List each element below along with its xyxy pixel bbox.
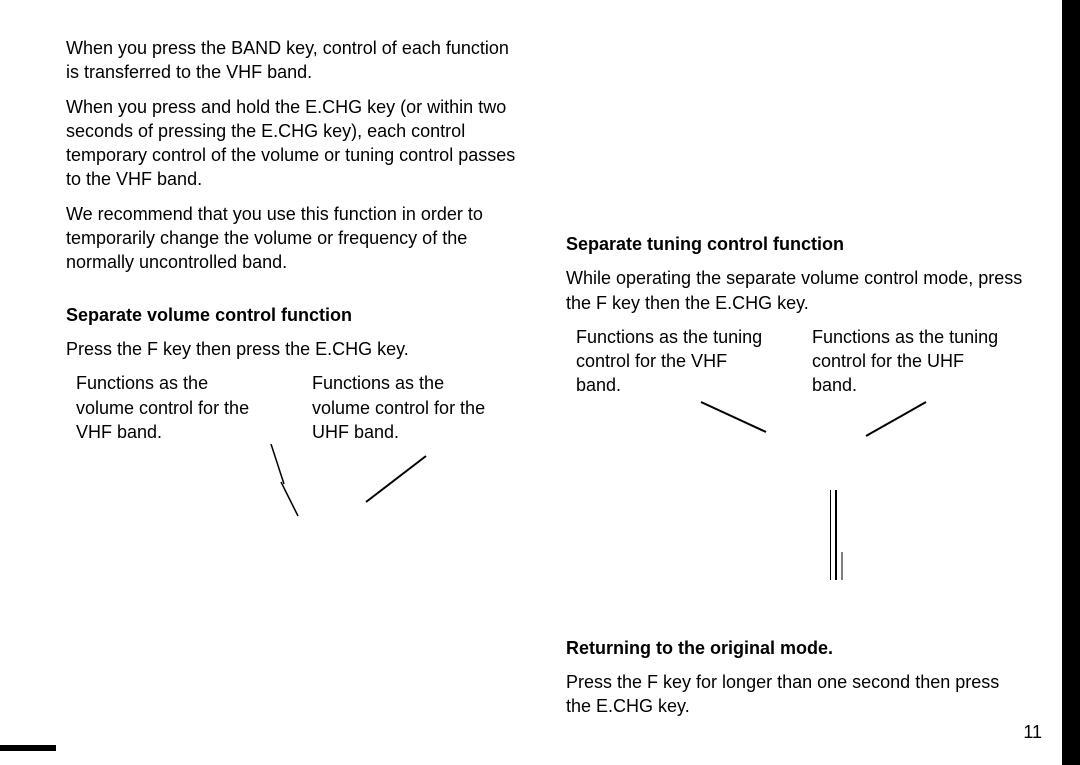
instruction-text: Press the F key for longer than one seco…: [566, 670, 1026, 719]
arrow-diagram: [566, 398, 1026, 458]
pointer-line-icon: [866, 402, 926, 436]
caption-vhf-tuning: Functions as the tuning control for the …: [566, 325, 766, 398]
page-edge-bar: [1062, 0, 1080, 765]
instruction-text: Press the F key then press the E.CHG key…: [66, 337, 526, 361]
section-heading: Separate volume control function: [66, 303, 526, 327]
paragraph: We recommend that you use this function …: [66, 202, 526, 275]
caption-vhf-volume: Functions as the volume control for the …: [66, 371, 266, 444]
page-edge-tick: [0, 745, 56, 751]
pointer-line-icon: [281, 482, 298, 516]
page-number: 11: [1023, 722, 1042, 743]
pointer-line-icon: [271, 444, 284, 484]
pointer-line-icon: [701, 402, 766, 432]
caption-uhf-tuning: Functions as the tuning control for the …: [802, 325, 1002, 398]
paragraph: When you press the BAND key, control of …: [66, 36, 526, 85]
caption-uhf-volume: Functions as the volume control for the …: [302, 371, 502, 444]
diagram-placeholder: [566, 458, 1026, 608]
left-column: When you press the BAND key, control of …: [66, 36, 526, 524]
paragraph: When you press and hold the E.CHG key (o…: [66, 95, 526, 192]
caption-row: Functions as the volume control for the …: [66, 371, 526, 444]
vertical-marks-icon: [830, 490, 850, 585]
instruction-text: While operating the separate volume cont…: [566, 266, 1026, 315]
arrows-svg: [566, 398, 1026, 448]
pointer-line-icon: [366, 456, 426, 502]
arrow-diagram: [66, 444, 526, 524]
right-column: Separate tuning control function While o…: [566, 232, 1026, 729]
caption-row: Functions as the tuning control for the …: [566, 325, 1026, 398]
section-heading: Separate tuning control function: [566, 232, 1026, 256]
section-heading: Returning to the original mode.: [566, 636, 1026, 660]
arrows-svg: [66, 444, 526, 524]
manual-page: When you press the BAND key, control of …: [0, 0, 1080, 765]
